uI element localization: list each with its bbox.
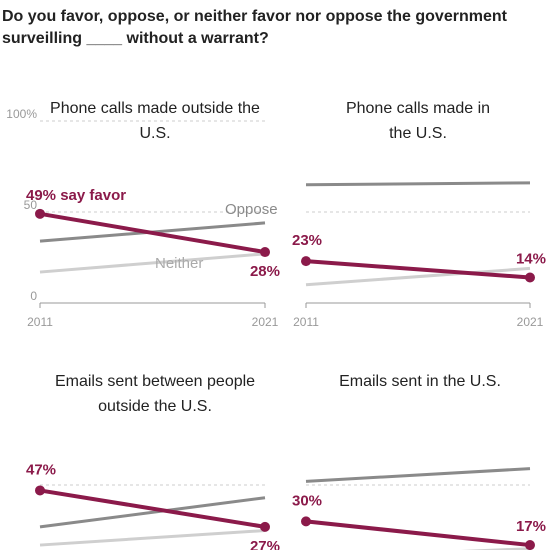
- chart-title: Do you favor, oppose, or neither favor n…: [2, 8, 507, 47]
- panel-title: Phone calls made in the U.S.: [345, 100, 491, 142]
- series-line: [305, 266, 531, 287]
- series-line: [39, 252, 266, 274]
- series-line: [305, 259, 531, 280]
- series-label: Neither: [155, 255, 203, 272]
- point: [525, 540, 535, 550]
- data-label: 49% say favor: [26, 187, 126, 204]
- y-tick-label: 100%: [6, 107, 37, 121]
- point: [301, 516, 311, 527]
- x-tick-label: 2021: [517, 315, 544, 329]
- y-tick-label: 50: [24, 198, 38, 212]
- series-line: [39, 529, 266, 547]
- point: [301, 256, 311, 267]
- data-label: 27%: [250, 538, 280, 550]
- data-label: 17%: [516, 518, 546, 535]
- series-line: [305, 181, 531, 187]
- series-line: [39, 211, 266, 255]
- point: [260, 521, 270, 532]
- panel-title: Emails sent between people outside the U…: [54, 373, 256, 415]
- series-line: [39, 496, 266, 529]
- series-line: [305, 519, 531, 548]
- data-label: 14%: [516, 250, 546, 267]
- series-line: [39, 488, 266, 529]
- data-label: 30%: [292, 492, 322, 509]
- y-tick-label: 0: [30, 289, 37, 303]
- point: [260, 247, 270, 258]
- series-line: [305, 467, 531, 483]
- panel-title: Phone calls made outside the U.S.: [50, 100, 260, 142]
- series-label: Oppose: [225, 201, 278, 218]
- point: [35, 208, 45, 219]
- panel-title: Emails sent in the U.S.: [339, 373, 501, 390]
- data-label: 23%: [292, 232, 322, 249]
- x-tick-label: 2021: [252, 315, 279, 329]
- x-tick-label: 2011: [293, 315, 319, 329]
- point: [35, 485, 45, 496]
- data-label: 28%: [250, 263, 280, 280]
- data-label: 47%: [26, 461, 56, 478]
- x-tick-label: 2011: [27, 315, 53, 329]
- point: [525, 272, 535, 283]
